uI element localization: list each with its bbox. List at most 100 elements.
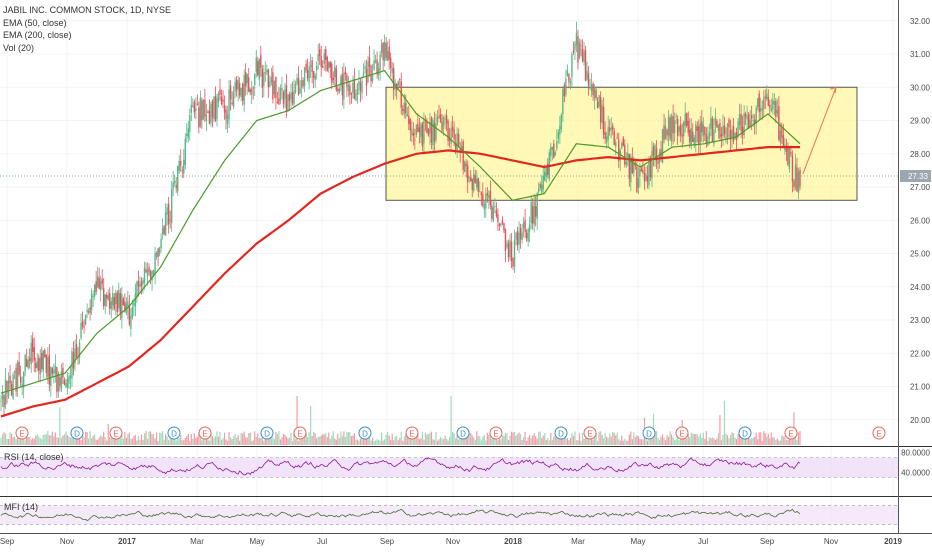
candle-body xyxy=(42,350,44,371)
volume-bar xyxy=(760,432,762,445)
volume-bar xyxy=(36,434,38,445)
volume-bar xyxy=(346,432,348,445)
candle-body xyxy=(433,123,436,142)
candle-body xyxy=(99,281,102,291)
chart-title[interactable]: JABIL INC. COMMON STOCK, 1D, NYSE xyxy=(3,5,172,15)
volume-bar xyxy=(98,437,100,445)
volume-bar xyxy=(612,431,614,445)
volume-bar xyxy=(18,436,20,445)
candle-body xyxy=(96,276,99,288)
volume-bar xyxy=(94,434,96,445)
candle-body xyxy=(731,129,733,138)
volume-legend[interactable]: Vol (20) xyxy=(3,42,35,53)
earnings-marker xyxy=(675,426,689,440)
candle-body xyxy=(53,369,55,374)
candle-body xyxy=(734,132,736,139)
volume-bar xyxy=(779,440,781,445)
volume-bar xyxy=(429,432,431,445)
mfi-legend[interactable]: MFI (14) xyxy=(4,502,39,512)
candle-body xyxy=(116,292,119,313)
candle-body xyxy=(139,284,141,288)
volume-bar xyxy=(270,433,272,445)
volume-bar xyxy=(746,437,748,445)
volume-bar xyxy=(524,431,526,445)
volume-bar xyxy=(1,434,4,445)
candle-body xyxy=(482,194,484,206)
candle-body xyxy=(22,371,25,388)
candle-body xyxy=(797,171,800,193)
volume-bar xyxy=(527,437,529,445)
volume-bar xyxy=(421,431,424,445)
time-tick-label: Sep xyxy=(0,537,15,546)
volume-bar xyxy=(320,435,322,445)
volume-bar xyxy=(592,439,594,445)
candle-body xyxy=(686,113,688,126)
volume-bar xyxy=(258,437,260,445)
volume-bar xyxy=(95,439,97,445)
candle-body xyxy=(793,181,795,187)
candle-body xyxy=(467,165,469,183)
volume-bar xyxy=(751,438,753,445)
candle-body xyxy=(28,357,31,362)
volume-bar xyxy=(441,438,443,445)
candle-body xyxy=(497,214,499,222)
candle-body xyxy=(278,98,280,105)
candle-body xyxy=(630,156,632,183)
candle-body xyxy=(260,55,262,68)
candle-body xyxy=(119,293,122,314)
time-tick-label: May xyxy=(249,537,264,546)
volume-bar xyxy=(593,434,596,445)
candle-body xyxy=(1,392,4,400)
earnings-marker-label: E xyxy=(409,430,414,439)
volume-bar xyxy=(59,407,61,445)
volume-bar xyxy=(775,439,777,445)
candle-body xyxy=(512,258,514,267)
volume-bar xyxy=(720,440,723,445)
candle-body xyxy=(202,99,205,120)
volume-bar xyxy=(148,431,150,445)
ema50-legend[interactable]: EMA (50, close) xyxy=(3,17,67,28)
volume-bar xyxy=(773,437,775,445)
candle-body xyxy=(195,108,197,111)
candle-body xyxy=(516,231,519,246)
volume-bar xyxy=(365,435,368,445)
rsi-legend[interactable]: RSI (14, close) xyxy=(4,452,64,462)
candle-body xyxy=(249,89,251,93)
volume-bar xyxy=(195,437,197,445)
volume-bar xyxy=(450,396,452,445)
volume-bar xyxy=(234,434,236,445)
volume-bar xyxy=(30,439,32,445)
volume-bar xyxy=(622,440,624,445)
candle-body xyxy=(519,227,522,240)
volume-bar xyxy=(146,438,149,445)
volume-bar xyxy=(640,439,643,445)
volume-bar xyxy=(405,434,407,445)
candle-body xyxy=(778,106,780,140)
volume-bar xyxy=(243,431,245,445)
volume-bar xyxy=(233,436,235,445)
candle-body xyxy=(204,99,206,117)
volume-bar xyxy=(353,433,356,445)
candle-body xyxy=(92,295,94,297)
volume-bar xyxy=(187,433,189,445)
candle-body xyxy=(720,133,723,137)
candle-body xyxy=(498,223,501,226)
candle-body xyxy=(175,184,177,189)
volume-bar xyxy=(110,438,112,445)
candle-body xyxy=(468,176,470,178)
ema200-legend[interactable]: EMA (200, close) xyxy=(3,30,72,40)
volume-bar xyxy=(677,433,679,445)
volume-bar xyxy=(60,437,63,445)
candle-body xyxy=(228,89,230,120)
candle-body xyxy=(463,161,466,173)
candle-body xyxy=(365,68,368,86)
volume-bar xyxy=(370,440,372,445)
candle-body xyxy=(382,42,384,60)
volume-bar xyxy=(307,437,309,445)
candle-body xyxy=(442,117,445,126)
volume-bar xyxy=(15,439,17,445)
volume-bar xyxy=(325,433,327,445)
volume-bar xyxy=(565,434,567,445)
